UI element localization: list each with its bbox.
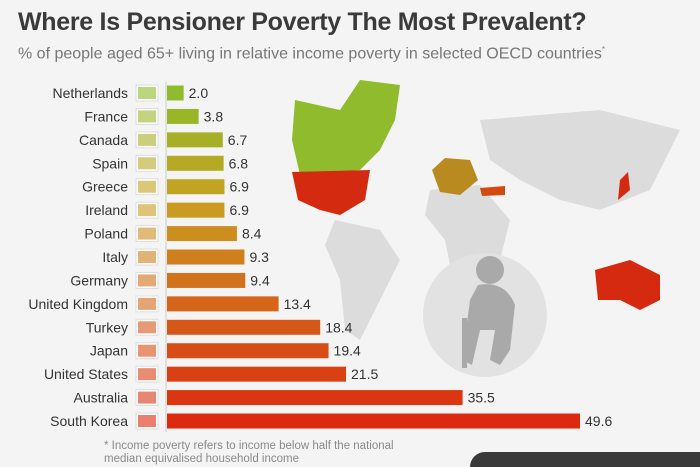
footer-decoration [470,452,700,467]
category-label-united-kingdom: United Kingdom [28,296,128,312]
bar-turkey [167,319,321,335]
category-label-canada: Canada [79,132,128,148]
bar-united-states [167,366,347,382]
subtitle-marker: * [601,45,605,54]
flag-fill-ireland [138,204,156,217]
category-label-japan: Japan [90,343,128,359]
map-australia [595,260,660,310]
bar-south-korea [167,413,580,429]
bar-netherlands [167,85,184,101]
flag-fill-germany [138,274,156,287]
flag-fill-australia [138,391,156,404]
value-label-poland: 8.4 [242,226,262,242]
map-europe [432,158,478,195]
category-label-turkey: Turkey [86,319,128,335]
value-label-turkey: 18.4 [325,319,352,335]
value-label-canada: 6.7 [228,132,248,148]
elderly-person-icon [462,256,515,368]
bar-greece [167,179,225,195]
flag-fill-japan [138,344,156,357]
flag-fill-canada [138,133,156,146]
value-label-germany: 9.4 [250,272,270,288]
value-label-spain: 6.8 [229,155,249,171]
footnote: * Income poverty refers to income below … [104,440,394,465]
flag-fill-united-kingdom [138,297,156,310]
bar-italy [167,249,245,265]
category-label-south-korea: South Korea [50,413,128,429]
category-label-australia: Australia [74,390,129,406]
flag-fill-poland [138,227,156,240]
map-canada [292,80,400,175]
category-label-netherlands: Netherlands [53,85,129,101]
bar-ireland [167,202,225,218]
flag-fill-south-korea [138,415,156,428]
bar-australia [167,390,463,406]
value-label-france: 3.8 [204,108,224,124]
flag-fill-greece [138,180,156,193]
map-asia [480,110,680,210]
flag-fill-united-states [138,368,156,381]
chart-subtitle: % of people aged 65+ living in relative … [18,45,605,63]
value-label-australia: 35.5 [468,390,495,406]
world-map [292,80,680,377]
bar-germany [167,272,246,288]
category-label-france: France [84,108,128,124]
flag-fill-italy [138,251,156,264]
map-turkey [480,186,505,196]
category-label-united-states: United States [44,366,128,382]
chart-title: Where Is Pensioner Poverty The Most Prev… [18,8,587,36]
map-south-america [325,220,400,340]
bar-spain [167,155,224,171]
value-label-greece: 6.9 [229,179,249,195]
value-label-japan: 19.4 [334,343,361,359]
category-label-greece: Greece [82,179,128,195]
value-label-united-states: 21.5 [351,366,378,382]
category-label-spain: Spain [92,155,128,171]
bar-canada [167,132,223,148]
category-label-ireland: Ireland [85,202,128,218]
category-label-italy: Italy [102,249,128,265]
value-label-italy: 9.3 [249,249,269,265]
category-label-poland: Poland [84,226,128,242]
flag-fill-netherlands [138,87,156,99]
map-japan [618,172,630,200]
bar-france [167,108,199,124]
value-label-ireland: 6.9 [229,202,249,218]
value-label-netherlands: 2.0 [189,85,209,101]
bar-poland [167,226,237,242]
map-usa [292,170,370,215]
flag-fill-france [138,110,156,123]
subtitle-text: % of people aged 65+ living in relative … [18,45,602,63]
value-label-united-kingdom: 13.4 [284,296,311,312]
bar-japan [167,343,329,359]
flag-fill-spain [138,157,156,170]
bar-united-kingdom [167,296,279,312]
category-label-germany: Germany [70,272,128,288]
value-label-south-korea: 49.6 [585,413,612,429]
flag-fill-turkey [138,321,156,334]
